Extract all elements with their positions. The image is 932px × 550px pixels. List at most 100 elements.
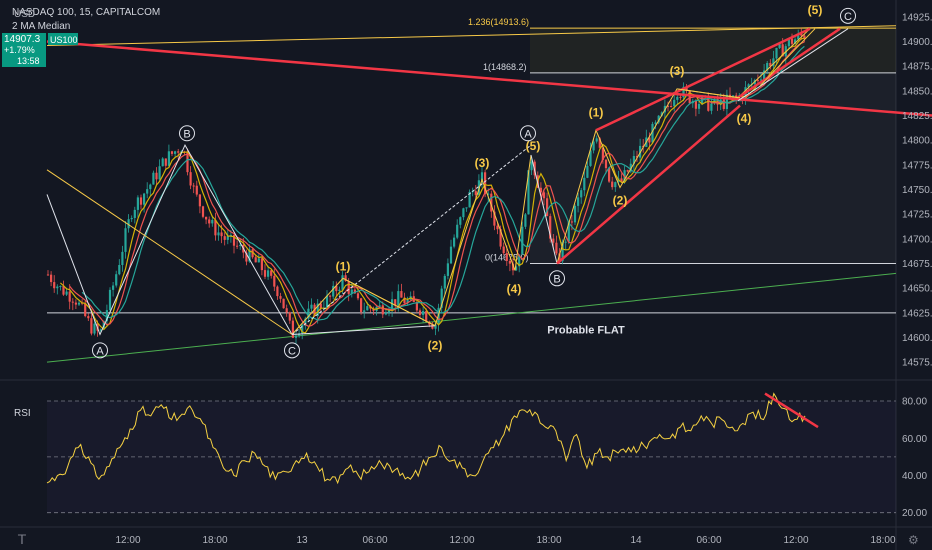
wave-circle xyxy=(284,342,300,359)
wave-label-yellow: (3) xyxy=(475,156,490,170)
candle-body xyxy=(639,145,642,158)
candle-body xyxy=(546,198,549,217)
candle-body xyxy=(493,211,496,226)
candle-body xyxy=(146,189,149,194)
badge-change: +1.79% xyxy=(4,45,35,55)
candle-body xyxy=(440,288,443,308)
price-tick-label: 14875.0 xyxy=(902,62,932,73)
white-wedge-line xyxy=(737,28,849,102)
candle-body xyxy=(794,39,797,44)
rsi-tick-label: 80.00 xyxy=(902,397,927,408)
candle-body xyxy=(555,242,558,254)
candle-body xyxy=(74,302,77,305)
level-label: 1(14868.2) xyxy=(483,62,527,72)
wave-label-yellow: (4) xyxy=(507,282,522,296)
candle-body xyxy=(118,264,121,275)
candle-body xyxy=(756,80,759,82)
candle-body xyxy=(84,303,87,317)
time-tick-label: 12:00 xyxy=(449,535,474,546)
candle-body xyxy=(391,299,394,310)
red-channel-upper xyxy=(595,27,811,132)
candle-body xyxy=(722,99,725,109)
candle-body xyxy=(53,282,56,289)
candle-body xyxy=(456,224,459,238)
candle-body xyxy=(453,237,456,247)
candle-body xyxy=(139,197,143,205)
wave-label-yellow: (1) xyxy=(589,105,604,119)
tv-logo-icon[interactable]: ꓔ xyxy=(17,532,26,547)
ma-yellow-line xyxy=(59,37,805,334)
rsi-legend[interactable]: RSI xyxy=(14,408,31,419)
red-channel-lower xyxy=(556,104,741,265)
candle-body xyxy=(657,115,660,123)
candle-body xyxy=(353,289,356,294)
wave-label-circled: C xyxy=(844,11,852,23)
candle-body xyxy=(577,197,580,206)
candle-body xyxy=(570,221,573,223)
price-badge: 14907.3 +1.79% 13:58 US100 xyxy=(2,33,78,67)
candle-body xyxy=(161,158,164,167)
candle-body xyxy=(567,221,570,242)
candle-body xyxy=(539,187,542,193)
candle-body xyxy=(431,324,434,329)
candle-body xyxy=(50,274,53,283)
symbol-title[interactable]: NASDAQ 100, 15, CAPITALCOM xyxy=(12,7,160,18)
candle-body xyxy=(294,335,298,338)
candle-body xyxy=(363,310,366,312)
time-tick-label: 18:00 xyxy=(536,535,561,546)
candle-body xyxy=(164,158,167,166)
candle-body xyxy=(112,285,115,290)
candle-body xyxy=(626,170,629,172)
candle-body xyxy=(614,182,617,188)
candle-body xyxy=(338,289,341,292)
candle-body xyxy=(462,208,465,218)
candle-body xyxy=(381,305,384,315)
settings-gear-icon[interactable]: ⚙ xyxy=(908,533,919,547)
candle-body xyxy=(46,274,50,276)
price-tick-label: 14600.0 xyxy=(902,333,932,344)
annotation-flat: Probable FLAT xyxy=(547,325,625,337)
rsi-tick-label: 60.00 xyxy=(902,434,927,445)
candle-body xyxy=(149,184,152,190)
yellow-wedge-base xyxy=(676,88,741,99)
yellow-wedge-line xyxy=(759,28,816,87)
candle-body xyxy=(316,303,319,316)
candle-body xyxy=(697,103,701,109)
time-axis: 12:00 18:00 13 06:00 12:00 18:00 14 06:00 12:00 1… xyxy=(115,535,895,546)
time-tick-label: 06:00 xyxy=(362,535,387,546)
candle-body xyxy=(211,219,214,224)
candle-body xyxy=(124,228,127,252)
candle-body xyxy=(707,95,710,111)
candle-body xyxy=(195,185,198,195)
candle-body xyxy=(446,263,449,276)
candle-body xyxy=(90,318,93,334)
candle-body xyxy=(288,312,291,321)
wave-circle xyxy=(179,125,195,142)
candle-body xyxy=(71,301,74,303)
candle-body xyxy=(174,151,177,154)
candle-body xyxy=(682,86,685,98)
candle-body xyxy=(747,84,750,88)
candle-body xyxy=(208,219,211,224)
candle-body xyxy=(270,270,273,276)
abc-white-left xyxy=(46,143,293,336)
candle-body xyxy=(552,238,555,243)
candle-body xyxy=(490,193,493,212)
candle-body xyxy=(387,309,391,313)
candle-body xyxy=(518,254,521,267)
indicator-legend[interactable]: 2 MA Median xyxy=(12,21,70,32)
candle-body xyxy=(527,170,530,215)
candle-body xyxy=(143,193,146,205)
candle-body xyxy=(217,232,220,236)
candle-body xyxy=(115,274,118,286)
candle-body xyxy=(629,163,632,172)
candle-body xyxy=(589,150,592,166)
candle-body xyxy=(226,236,229,240)
wave-label-yellow: (4) xyxy=(737,111,752,125)
candle-body xyxy=(177,151,180,153)
candle-body xyxy=(121,251,124,265)
candle-body xyxy=(803,35,806,40)
candle-body xyxy=(257,258,260,263)
wave-label-circled: A xyxy=(524,128,532,140)
